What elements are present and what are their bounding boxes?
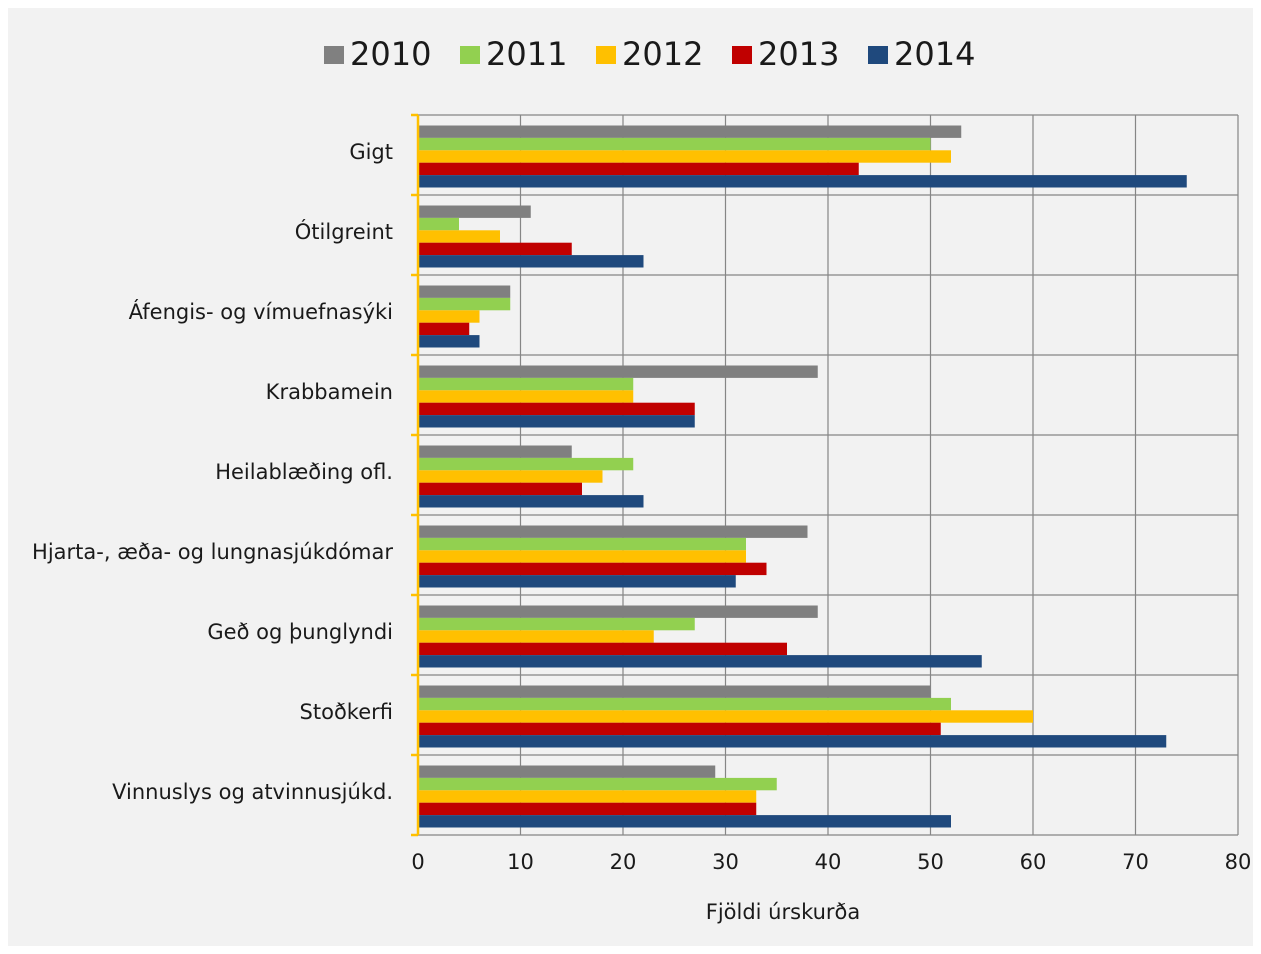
bar-2010 — [418, 205, 531, 218]
bar-2013 — [418, 322, 470, 336]
legend-label: 2011 — [486, 35, 567, 73]
bar-2010 — [418, 365, 818, 378]
bar-2011 — [418, 537, 746, 551]
bar-2012 — [418, 550, 746, 563]
bar-2014 — [418, 575, 736, 588]
x-tick-label: 30 — [712, 850, 739, 874]
chart-panel: 2010 2011 2012 2013 2014 Gigt Ótilgreint Áfeng… — [8, 8, 1253, 946]
bar-2013 — [418, 482, 582, 496]
legend-item-2014: 2014 — [868, 35, 975, 73]
legend-label: 2010 — [350, 35, 431, 73]
category-labels: Gigt Ótilgreint Áfengis- og vímuefnasýki Kr… — [32, 140, 393, 804]
x-tick-label: 20 — [610, 850, 637, 874]
category-label: Hjarta-, æða- og lungnasjúkdómar — [32, 540, 393, 564]
bar-2014 — [418, 655, 982, 668]
bar-2010 — [418, 445, 572, 458]
bar-2010 — [418, 605, 818, 618]
bars — [418, 125, 1187, 828]
x-axis-title: Fjöldi úrskurða — [706, 900, 861, 924]
category-label: Gigt — [349, 140, 393, 164]
bar-2012 — [418, 710, 1033, 723]
bar-2010 — [418, 525, 808, 538]
bar-2014 — [418, 175, 1187, 188]
legend: 2010 2011 2012 2013 2014 — [324, 35, 975, 73]
bar-2013 — [418, 162, 859, 176]
category-label: Geð og þunglyndi — [207, 620, 393, 644]
legend-label: 2012 — [622, 35, 703, 73]
x-tick-label: 10 — [507, 850, 534, 874]
x-tick-label: 40 — [815, 850, 842, 874]
bar-2012 — [418, 230, 500, 243]
legend-swatch — [732, 46, 752, 64]
bar-2014 — [418, 815, 951, 828]
bar-2014 — [418, 735, 1167, 748]
bar-2010 — [418, 685, 931, 698]
bar-2011 — [418, 137, 931, 151]
bar-2013 — [418, 242, 572, 256]
bar-2010 — [418, 285, 511, 298]
category-label: Vinnuslys og atvinnusjúkd. — [112, 780, 393, 804]
x-tick-label: 0 — [411, 850, 424, 874]
bar-2011 — [418, 617, 695, 631]
x-tick-label: 80 — [1225, 850, 1252, 874]
y-axis — [411, 113, 420, 837]
bar-2014 — [418, 335, 480, 348]
legend-label: 2014 — [894, 35, 975, 73]
bar-2011 — [418, 377, 634, 391]
bar-2010 — [418, 765, 716, 778]
bar-2012 — [418, 390, 634, 403]
category-label: Stoðkerfi — [300, 700, 393, 724]
x-tick-label: 60 — [1020, 850, 1047, 874]
bar-2012 — [418, 310, 480, 323]
bar-2013 — [418, 562, 767, 576]
bar-2011 — [418, 457, 634, 471]
bar-2012 — [418, 790, 757, 803]
legend-swatch — [596, 46, 616, 64]
bar-2012 — [418, 150, 951, 163]
gridlines — [418, 114, 1239, 836]
legend-swatch — [324, 46, 344, 64]
legend-item-2010: 2010 — [324, 35, 431, 73]
legend-item-2013: 2013 — [732, 35, 839, 73]
legend-item-2011: 2011 — [460, 35, 567, 73]
bar-2013 — [418, 722, 941, 736]
bar-2012 — [418, 470, 603, 483]
bar-2013 — [418, 402, 695, 416]
bar-2014 — [418, 495, 644, 508]
bar-2010 — [418, 125, 962, 138]
bar-chart: 2010 2011 2012 2013 2014 GigtÓtilgreintÁfeng… — [32, 35, 1251, 924]
bar-2014 — [418, 255, 644, 268]
bar-2011 — [418, 217, 459, 231]
bar-2012 — [418, 630, 654, 643]
x-tick-label: 50 — [917, 850, 944, 874]
bar-2013 — [418, 642, 787, 656]
legend-swatch — [868, 46, 888, 64]
x-tick-label: 70 — [1122, 850, 1149, 874]
bar-2014 — [418, 415, 695, 428]
category-label: Ótilgreint — [295, 219, 393, 244]
legend-swatch — [460, 46, 480, 64]
x-tick-labels: 0 10 20 30 40 50 60 70 80 — [411, 850, 1251, 874]
bar-2011 — [418, 777, 777, 791]
category-label: Áfengis- og vímuefnasýki — [129, 299, 393, 324]
legend-label: 2013 — [758, 35, 839, 73]
category-label: Heilablæðing ofl. — [215, 460, 393, 484]
bar-2011 — [418, 697, 951, 711]
bar-2013 — [418, 802, 757, 816]
category-label: Krabbamein — [266, 380, 393, 404]
bar-2011 — [418, 297, 511, 311]
legend-item-2012: 2012 — [596, 35, 703, 73]
